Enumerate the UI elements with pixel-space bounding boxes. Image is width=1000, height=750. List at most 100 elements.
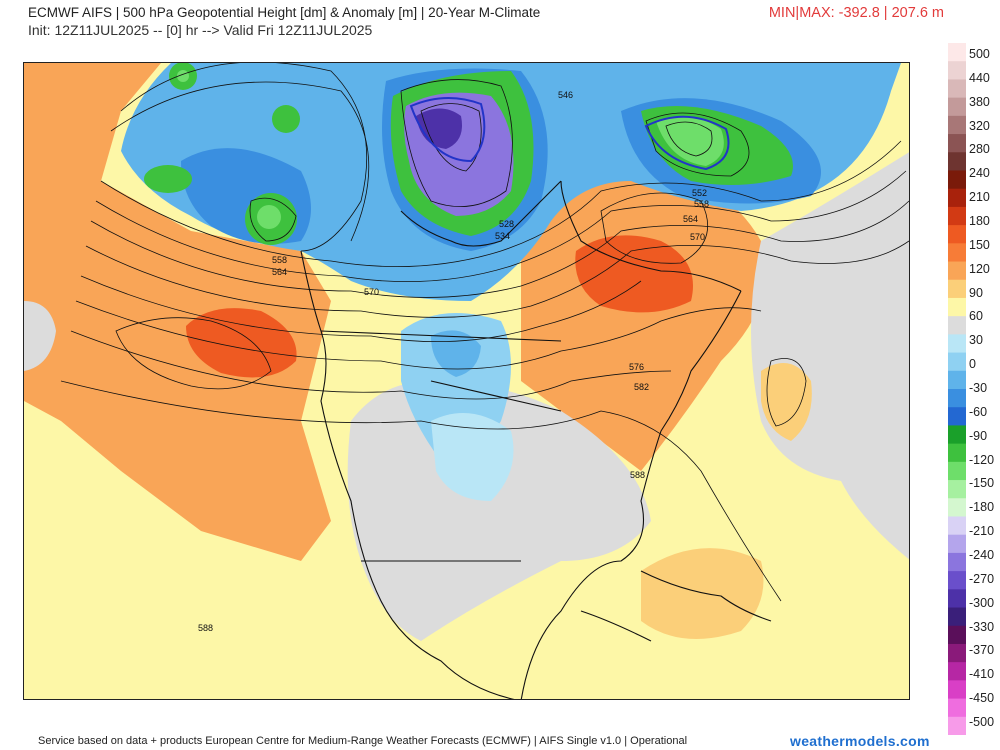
colorbar-swatch	[948, 43, 966, 62]
contour-label: 570	[364, 287, 379, 297]
contour-label: 564	[683, 214, 698, 224]
colorbar-tick-label: 280	[969, 142, 990, 157]
colorbar-tick-label: 500	[969, 47, 990, 61]
pacific-gray-anomaly	[24, 301, 56, 371]
colorbar-swatch	[948, 425, 966, 445]
contour-label: 552	[692, 188, 707, 198]
colorbar-swatch	[948, 480, 966, 499]
colorbar-swatch	[948, 352, 966, 372]
chart-title: ECMWF AIFS | 500 hPa Geopotential Height…	[28, 5, 541, 20]
colorbar-swatch	[948, 571, 966, 590]
colorbar-swatch	[948, 534, 966, 554]
colorbar-tick-label: -270	[969, 571, 995, 586]
colorbar-swatch	[948, 61, 966, 80]
pacific-warm-core	[186, 308, 297, 378]
alaska-green-core	[257, 205, 281, 229]
eastern-canada-warm-core	[575, 235, 693, 313]
colorbar-tick-label: -120	[969, 452, 995, 467]
colorbar-swatch	[948, 716, 966, 735]
colorbar-swatch	[948, 279, 966, 299]
colorbar-tick-label: -240	[969, 548, 995, 562]
arctic-green-anomaly	[272, 105, 300, 133]
contour-label: 546	[558, 90, 573, 100]
colorbar-swatch	[948, 662, 966, 681]
colorbar-swatch	[948, 115, 966, 135]
colorbar-swatch	[948, 134, 966, 153]
colorbar-tick-label: 180	[969, 214, 990, 228]
atlantic-gray-anomaly	[751, 152, 909, 560]
contour-label: 558	[694, 199, 709, 209]
colorbar-tick-label: 60	[969, 309, 983, 324]
colorbar-swatch	[948, 370, 966, 390]
forecast-map: 546 552 558 564 570 528 534 558 564 570 …	[23, 62, 910, 700]
colorbar-swatch	[948, 698, 966, 718]
colorbar-tick-label: -30	[969, 381, 988, 395]
colorbar-tick-label: 440	[969, 70, 990, 85]
colorbar-swatch	[948, 152, 966, 171]
height-contours	[60, 63, 909, 602]
colorbar-tick-label: -500	[969, 715, 995, 729]
colorbar-swatch	[948, 389, 966, 408]
aleutian-green-anomaly	[144, 165, 192, 193]
colorbar-swatch	[948, 589, 966, 609]
contour-label: 564	[272, 267, 287, 277]
colorbar-tick-label: 30	[969, 333, 983, 348]
colorbar-tick-label: -210	[969, 524, 995, 539]
colorbar-swatch	[948, 461, 966, 481]
colorbar-tick-label: 240	[969, 166, 990, 181]
colorbar-tick-label: 0	[969, 357, 976, 372]
colorbar-swatch	[948, 170, 966, 190]
colorbar-swatch	[948, 552, 966, 572]
colorbar-tick-label: -300	[969, 595, 995, 610]
colorbar-tick-label: 90	[969, 285, 983, 300]
anomaly-colorbar	[948, 43, 966, 735]
colorbar-swatch	[948, 188, 966, 208]
init-valid-line: Init: 12Z11JUL2025 -- [0] hr --> Valid F…	[28, 22, 373, 38]
colorbar-swatch	[948, 643, 966, 663]
contour-label: 576	[629, 362, 644, 372]
colorbar-tick-label: 120	[969, 261, 990, 276]
colorbar-tick-label: 150	[969, 237, 990, 252]
colorbar-tick-label: -370	[969, 643, 995, 658]
colorbar-swatch	[948, 243, 966, 263]
colorbar-swatch	[948, 79, 966, 99]
colorbar-tick-label: -330	[969, 619, 995, 634]
coastlines	[300, 180, 772, 699]
bold-anomaly-contours	[409, 96, 730, 171]
brand-link[interactable]: weathermodels.com	[790, 733, 930, 749]
map-canvas: 546 552 558 564 570 528 534 558 564 570 …	[24, 63, 909, 699]
colorbar-tick-label: -150	[969, 476, 995, 491]
conus-gray-anomaly	[347, 381, 651, 641]
colorbar-swatch	[948, 625, 966, 645]
contour-label: 570	[690, 232, 705, 242]
contour-label: 588	[630, 470, 645, 480]
greenland-green-core	[656, 116, 724, 166]
contour-label-group: 546 552 558 564 570 528 534 558 564 570 …	[198, 90, 709, 633]
colorbar-swatch	[948, 225, 966, 244]
colorbar-swatch	[948, 680, 966, 700]
colorbar-swatch	[948, 97, 966, 117]
colorbar-tick-label: 210	[969, 190, 990, 205]
colorbar-tick-label: -180	[969, 500, 995, 515]
colorbar-tick-label: 380	[969, 94, 990, 109]
colorbar-swatch	[948, 261, 966, 281]
colorbar-swatch	[948, 334, 966, 354]
colorbar-swatch	[948, 443, 966, 463]
caribbean-orange-patch	[641, 548, 764, 639]
colorbar-swatch	[948, 407, 966, 426]
colorbar-tick-label: -450	[969, 691, 995, 706]
great-lakes-cold-core	[431, 330, 481, 377]
min-max-readout: MIN|MAX: -392.8 | 207.6 m	[768, 5, 944, 21]
colorbar-swatch	[948, 516, 966, 536]
contour-label: 582	[634, 382, 649, 392]
colorbar-swatch	[948, 316, 966, 335]
footer-credit: Service based on data + products Europea…	[38, 735, 688, 747]
contour-label: 558	[272, 255, 287, 265]
colorbar-tick-label: -90	[969, 428, 988, 443]
colorbar-tick-label: -410	[969, 667, 995, 682]
colorbar-swatch	[948, 297, 966, 317]
colorbar-tick-label: 320	[969, 118, 990, 133]
plains-cold-anomaly	[431, 413, 514, 501]
colorbar-swatch	[948, 498, 966, 517]
colorbar-swatch	[948, 206, 966, 226]
